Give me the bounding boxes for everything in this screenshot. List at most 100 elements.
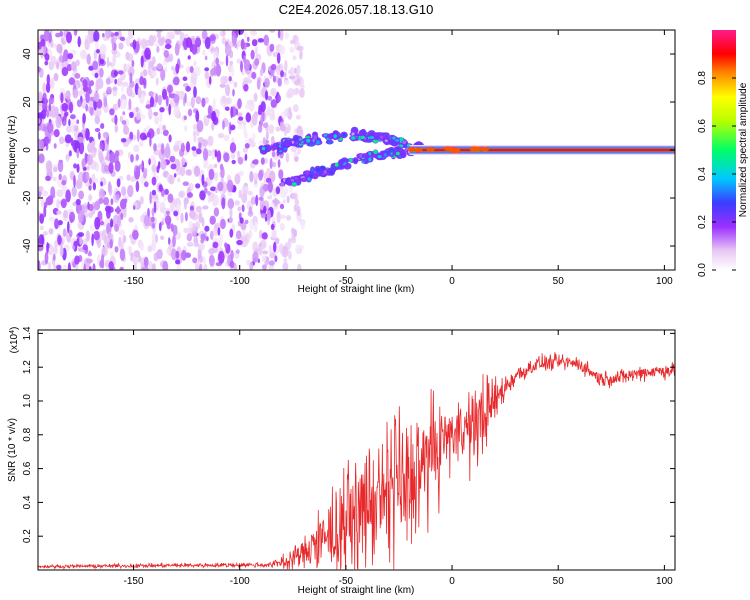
noise-blob	[38, 106, 42, 111]
noise-blob	[280, 70, 284, 78]
noise-blob	[261, 255, 267, 263]
x-tick-label: 50	[553, 576, 565, 587]
noise-blob	[105, 30, 112, 39]
noise-blob	[139, 242, 145, 251]
noise-blob	[154, 115, 160, 125]
noise-blob	[109, 250, 115, 257]
noise-blob	[89, 80, 95, 87]
branch-core	[368, 157, 372, 162]
noise-blob	[113, 70, 118, 77]
colorbar-tick-label: 0.2	[697, 215, 708, 229]
noise-blob	[279, 121, 283, 131]
noise-blob	[238, 170, 244, 176]
noise-blob	[99, 220, 105, 226]
noise-blob	[183, 115, 187, 121]
noise-blob	[127, 185, 134, 198]
noise-blob	[114, 78, 118, 85]
noise-blob	[131, 59, 135, 68]
noise-blob	[187, 192, 193, 198]
noise-blob	[49, 105, 57, 118]
noise-blob	[186, 242, 194, 247]
noise-blob	[192, 124, 197, 131]
branch-core	[323, 134, 328, 137]
noise-blob	[241, 192, 248, 204]
noise-blob	[78, 141, 85, 155]
noise-blob	[236, 239, 243, 246]
noise-blob	[295, 114, 301, 120]
noise-blob	[122, 111, 126, 116]
noise-blob	[86, 165, 90, 171]
noise-blob	[66, 31, 72, 44]
tone-blob	[426, 147, 435, 153]
noise-blob	[199, 190, 206, 201]
noise-blob	[289, 39, 296, 45]
noise-blob	[71, 186, 77, 197]
noise-blob	[85, 230, 91, 242]
x-tick-label: -100	[230, 576, 250, 587]
chart-title: C2E4.2026.057.18.13.G10	[278, 2, 434, 17]
noise-blob	[82, 79, 88, 88]
noise-blob	[125, 51, 130, 61]
noise-blob	[59, 246, 64, 257]
branch-core	[373, 149, 378, 155]
branch-core	[349, 158, 353, 163]
noise-blob	[218, 250, 225, 264]
noise-blob	[92, 263, 96, 270]
noise-blob	[61, 180, 67, 186]
noise-blob	[238, 189, 242, 199]
noise-blob	[253, 92, 258, 102]
noise-blob	[94, 128, 101, 132]
noise-blob	[148, 158, 151, 166]
noise-blob	[207, 191, 211, 196]
noise-blob	[86, 154, 93, 166]
noise-blob	[148, 91, 154, 97]
noise-blob	[284, 122, 289, 128]
noise-blob	[94, 115, 101, 125]
noise-blob	[40, 34, 45, 40]
noise-blob	[229, 260, 235, 269]
noise-blob	[63, 120, 67, 126]
noise-blob	[224, 44, 232, 56]
noise-blob	[38, 118, 41, 124]
noise-blob	[68, 118, 71, 127]
noise-blob	[223, 134, 230, 142]
noise-blob	[261, 232, 268, 240]
noise-blob	[120, 138, 127, 143]
branch-core	[383, 153, 387, 157]
noise-blob	[189, 66, 194, 73]
noise-blob	[244, 103, 250, 110]
noise-blob	[121, 186, 127, 196]
noise-blob	[44, 251, 49, 265]
noise-blob	[155, 77, 159, 86]
noise-blob	[274, 199, 280, 205]
noise-blob	[67, 221, 70, 234]
noise-blob	[257, 109, 262, 116]
noise-blob	[171, 248, 177, 261]
noise-blob	[79, 236, 83, 245]
noise-blob	[222, 120, 225, 130]
noise-blob	[207, 135, 214, 146]
noise-blob	[149, 191, 152, 205]
noise-blob	[57, 234, 62, 246]
noise-blob	[278, 169, 284, 180]
noise-blob	[268, 244, 272, 255]
noise-blob	[109, 151, 116, 164]
noise-blob	[89, 177, 92, 184]
noise-blob	[88, 185, 92, 191]
noise-blob	[244, 132, 249, 139]
noise-blob	[38, 260, 41, 270]
noise-blob	[210, 47, 217, 52]
colorbar-tick-label: 0.0	[697, 263, 708, 277]
noise-blob	[56, 198, 60, 210]
noise-blob	[161, 217, 165, 222]
noise-blob	[279, 203, 285, 210]
noise-blob	[95, 78, 100, 92]
noise-blob	[257, 258, 260, 264]
y-tick-label: 0.8	[22, 427, 33, 441]
branch-core	[291, 182, 297, 187]
noise-blob	[213, 207, 220, 217]
noise-blob	[215, 64, 222, 77]
y-tick-label: -20	[22, 190, 33, 205]
noise-blob	[120, 212, 124, 220]
noise-blob	[237, 30, 245, 35]
